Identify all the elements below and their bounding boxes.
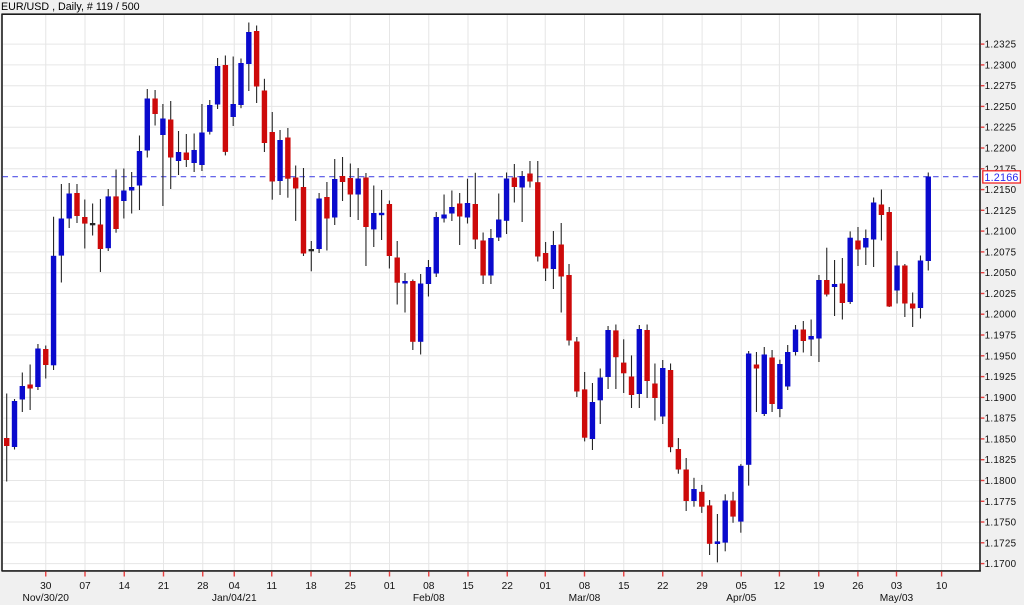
svg-text:14: 14 — [119, 581, 131, 592]
svg-text:1.1750: 1.1750 — [985, 518, 1017, 529]
svg-text:1.1875: 1.1875 — [985, 414, 1017, 425]
svg-text:03: 03 — [891, 581, 903, 592]
svg-text:01: 01 — [540, 581, 552, 592]
svg-text:1.2125: 1.2125 — [985, 206, 1017, 217]
svg-text:1.2300: 1.2300 — [985, 60, 1017, 71]
svg-text:Apr/05: Apr/05 — [726, 593, 756, 604]
svg-text:1.2200: 1.2200 — [985, 144, 1017, 155]
svg-text:04: 04 — [229, 581, 241, 592]
svg-text:15: 15 — [618, 581, 630, 592]
svg-text:01: 01 — [384, 581, 396, 592]
svg-text:1.1700: 1.1700 — [985, 559, 1017, 570]
svg-text:18: 18 — [305, 581, 317, 592]
svg-text:19: 19 — [813, 581, 825, 592]
svg-text:30: 30 — [40, 581, 52, 592]
svg-text:08: 08 — [579, 581, 591, 592]
svg-text:1.1950: 1.1950 — [985, 351, 1017, 362]
svg-text:Feb/08: Feb/08 — [413, 593, 445, 604]
svg-text:1.1975: 1.1975 — [985, 331, 1017, 342]
svg-text:26: 26 — [852, 581, 864, 592]
svg-text:1.2100: 1.2100 — [985, 227, 1017, 238]
svg-text:15: 15 — [462, 581, 474, 592]
svg-text:1.2225: 1.2225 — [985, 123, 1017, 134]
svg-text:Jan/04/21: Jan/04/21 — [212, 593, 257, 604]
svg-text:1.2050: 1.2050 — [985, 268, 1017, 279]
svg-text:EUR/USD , Daily, # 119 / 500: EUR/USD , Daily, # 119 / 500 — [1, 1, 140, 13]
svg-text:29: 29 — [696, 581, 708, 592]
svg-text:07: 07 — [79, 581, 91, 592]
svg-text:1.2025: 1.2025 — [985, 289, 1017, 300]
svg-text:1.1925: 1.1925 — [985, 372, 1017, 383]
svg-text:Nov/30/20: Nov/30/20 — [23, 593, 70, 604]
svg-text:1.1825: 1.1825 — [985, 455, 1017, 466]
svg-text:22: 22 — [657, 581, 669, 592]
svg-text:1.1900: 1.1900 — [985, 393, 1017, 404]
svg-text:10: 10 — [936, 581, 948, 592]
svg-text:12: 12 — [774, 581, 786, 592]
svg-text:1.2075: 1.2075 — [985, 247, 1017, 258]
svg-text:1.1850: 1.1850 — [985, 434, 1017, 445]
svg-text:1.1725: 1.1725 — [985, 538, 1017, 549]
svg-text:1.1775: 1.1775 — [985, 497, 1017, 508]
svg-text:1.2325: 1.2325 — [985, 40, 1017, 51]
svg-text:25: 25 — [345, 581, 357, 592]
svg-text:1.2166: 1.2166 — [984, 172, 1018, 184]
svg-text:1.2250: 1.2250 — [985, 102, 1017, 113]
svg-text:11: 11 — [266, 581, 277, 592]
svg-text:1.2000: 1.2000 — [985, 310, 1017, 321]
svg-text:May/03: May/03 — [880, 593, 914, 604]
svg-text:22: 22 — [502, 581, 514, 592]
svg-text:21: 21 — [158, 581, 170, 592]
svg-text:28: 28 — [197, 581, 209, 592]
svg-text:1.1800: 1.1800 — [985, 476, 1017, 487]
svg-text:08: 08 — [423, 581, 435, 592]
svg-text:05: 05 — [736, 581, 748, 592]
svg-text:1.2175: 1.2175 — [985, 164, 1017, 175]
svg-text:1.2150: 1.2150 — [985, 185, 1017, 196]
svg-text:Mar/08: Mar/08 — [569, 593, 601, 604]
svg-text:1.2275: 1.2275 — [985, 81, 1017, 92]
